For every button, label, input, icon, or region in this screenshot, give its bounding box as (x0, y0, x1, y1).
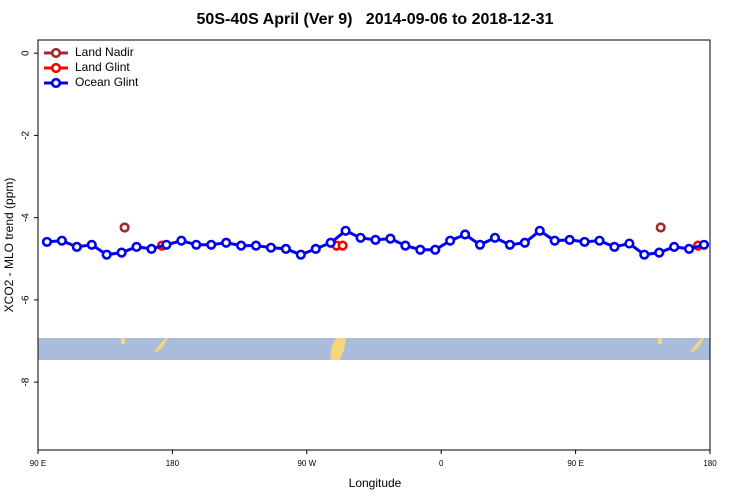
data-point (549, 235, 560, 246)
data-point (430, 244, 441, 255)
y-tick-label: -2 (21, 131, 32, 140)
data-point (340, 225, 351, 236)
x-tick-label: 90 E (30, 459, 46, 468)
data-point (594, 235, 605, 246)
x-tick-label: 180 (703, 459, 717, 468)
data-point (639, 249, 650, 260)
data-point (698, 239, 710, 250)
data-point (191, 239, 202, 250)
legend-marker (50, 62, 62, 74)
data-point (146, 243, 157, 255)
data-point (86, 239, 97, 250)
plot-frame (37, 39, 711, 451)
legend-marker (50, 77, 62, 89)
data-point (280, 243, 291, 255)
data-point (385, 233, 396, 244)
data-point (519, 237, 530, 248)
data-point (474, 239, 486, 250)
data-point (579, 236, 590, 248)
data-point (325, 237, 336, 248)
data-point (445, 235, 456, 246)
legend-marker (50, 47, 62, 59)
data-point (534, 225, 545, 236)
x-tick-label: 180 (166, 459, 180, 468)
data-point (206, 239, 217, 250)
x-tick-label: 0 (439, 459, 444, 468)
data-point (41, 236, 53, 248)
data-point (131, 241, 142, 252)
legend-label: Ocean Glint (75, 75, 139, 89)
y-tick-label: 0 (21, 50, 32, 56)
data-point (504, 239, 515, 250)
x-axis-label: Longitude (349, 476, 402, 490)
y-axis-label: XCO2 - MLO trend (ppm) (2, 178, 16, 313)
data-point (56, 235, 67, 246)
data-point (101, 249, 112, 260)
data-point (370, 234, 381, 245)
data-point (119, 222, 130, 233)
data-point (161, 239, 172, 250)
legend-label: Land Nadir (75, 45, 134, 59)
x-tick-label: 90 W (297, 459, 316, 468)
map-strip (38, 338, 710, 360)
chart-title: 50S-40S April (Ver 9) 2014-09-06 to 2018… (197, 11, 554, 28)
data-point (235, 240, 247, 251)
data-point (176, 235, 187, 246)
data-point (337, 240, 348, 251)
data-point (265, 242, 277, 253)
data-point (355, 232, 366, 243)
x-tick-label: 90 E (567, 459, 583, 468)
data-point (250, 240, 262, 251)
data-point (655, 222, 666, 233)
data-point (310, 243, 321, 255)
data-point (295, 249, 306, 260)
data-point (654, 247, 665, 258)
data-point (609, 241, 620, 252)
y-tick-label: -8 (21, 377, 32, 386)
data-point (459, 229, 471, 240)
data-point (683, 243, 695, 255)
legend-label: Land Glint (75, 60, 130, 74)
y-tick-label: -4 (21, 213, 32, 222)
data-point (116, 247, 127, 258)
data-point (669, 241, 680, 252)
data-point (71, 241, 82, 252)
data-point (624, 238, 635, 249)
data-point (489, 232, 501, 243)
data-point (415, 244, 426, 255)
y-tick-label: -6 (21, 295, 32, 304)
data-point (564, 234, 575, 245)
data-point (400, 240, 411, 251)
data-point (221, 237, 232, 248)
